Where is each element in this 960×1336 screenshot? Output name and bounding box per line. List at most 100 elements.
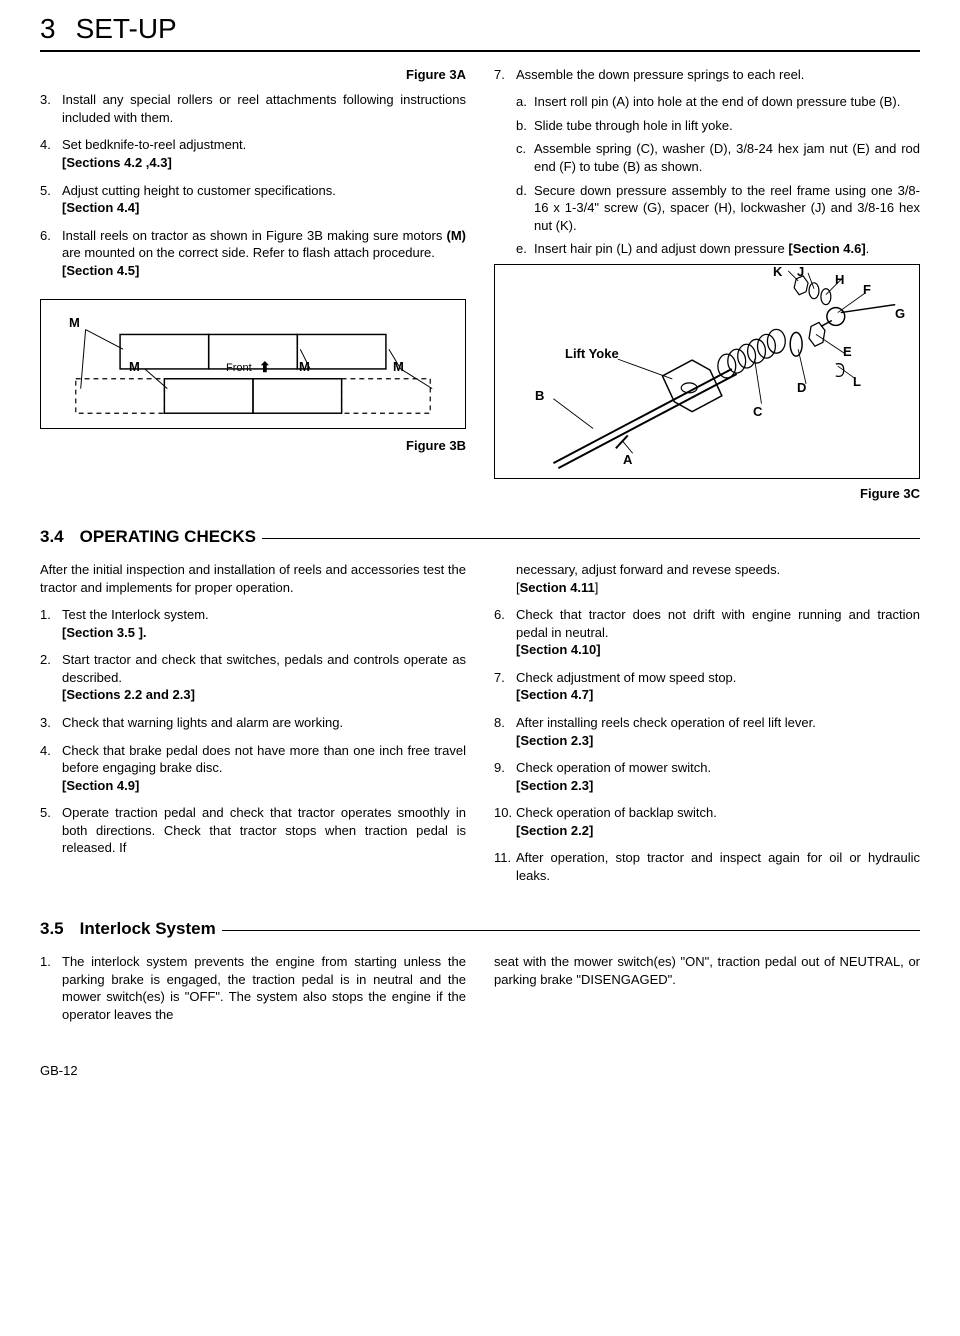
step-7b: b. Slide tube through hole in lift yoke.: [516, 117, 920, 135]
num: 9.: [494, 759, 516, 794]
sub-ref: [Section 4.6]: [788, 241, 865, 256]
sub-num: c.: [516, 140, 534, 175]
chapter-header: 3 SET-UP: [40, 10, 920, 52]
step-4: 4. Set bedknife-to-reel adjustment. [Sec…: [40, 136, 466, 171]
txt: After operation, stop tractor and inspec…: [516, 849, 920, 884]
sub-text: Assemble spring (C), washer (D), 3/8-24 …: [534, 140, 920, 175]
figure-3c-diagram: K J H F G E L D C B A Lift Yoke: [494, 264, 920, 479]
step-5: 5. Adjust cutting height to customer spe…: [40, 182, 466, 217]
txt: Operate traction pedal and check that tr…: [62, 804, 466, 857]
step-num: 3.: [40, 91, 62, 126]
txt: Check that warning lights and alarm are …: [62, 714, 466, 732]
step-6: 6. Install reels on tractor as shown in …: [40, 227, 466, 280]
check-2: 2. Start tractor and check that switches…: [40, 651, 466, 704]
num: 8.: [494, 714, 516, 749]
fig3c-F: F: [863, 281, 871, 299]
figure-3a-label: Figure 3A: [40, 66, 466, 84]
fig3c-K: K: [773, 264, 782, 281]
fig3b-M2: M: [129, 358, 140, 376]
check-8: 8. After installing reels check operatio…: [494, 714, 920, 749]
setup-columns: Figure 3A 3. Install any special rollers…: [40, 66, 920, 502]
fig3b-M3: M: [299, 358, 310, 376]
fig3c-J: J: [797, 264, 804, 281]
check-1: 1. Test the Interlock system. [Section 3…: [40, 606, 466, 641]
heading-rule: [222, 930, 920, 931]
check-7: 7. Check adjustment of mow speed stop. […: [494, 669, 920, 704]
ref: [Section 2.3]: [516, 733, 593, 748]
page-footer: GB-12: [40, 1062, 920, 1080]
body: Check operation of backlap switch.: [516, 805, 717, 820]
step-text: Install reels on tractor as shown in Fig…: [62, 227, 466, 280]
step-num: 5.: [40, 182, 62, 217]
sub-num: e.: [516, 240, 534, 258]
sec35-list: 1. The interlock system prevents the eng…: [40, 953, 466, 1023]
sub-text: Secure down pressure assembly to the ree…: [534, 182, 920, 235]
step-body: Adjust cutting height to customer specif…: [62, 183, 336, 198]
fig3c-lift-yoke: Lift Yoke: [565, 345, 619, 363]
step-7-sublist: a. Insert roll pin (A) into hole at the …: [516, 93, 920, 257]
step-text: Assemble the down pressure springs to ea…: [516, 66, 920, 84]
num: 4.: [40, 742, 62, 795]
step-ref: [Sections 4.2 ,4.3]: [62, 155, 172, 170]
sec35-right: seat with the mower switch(es) "ON", tra…: [494, 953, 920, 1033]
figure-3b-label: Figure 3B: [40, 437, 466, 455]
section-num: 3.4: [40, 526, 64, 549]
num: 10.: [494, 804, 516, 839]
fig3c-D: D: [797, 379, 806, 397]
chapter-title: SET-UP: [76, 10, 177, 48]
body: Check that tractor does not drift with e…: [516, 607, 920, 640]
sub-text: Insert hair pin (L) and adjust down pres…: [534, 240, 920, 258]
sub-text: Insert roll pin (A) into hole at the end…: [534, 93, 920, 111]
sec34-intro: After the initial inspection and install…: [40, 561, 466, 596]
step-body: Set bedknife-to-reel adjustment.: [62, 137, 246, 152]
step-text: Set bedknife-to-reel adjustment. [Sectio…: [62, 136, 466, 171]
sub-num: b.: [516, 117, 534, 135]
txt: Check that tractor does not drift with e…: [516, 606, 920, 659]
num: 1.: [40, 953, 62, 1023]
sec35-columns: 1. The interlock system prevents the eng…: [40, 953, 920, 1033]
fig3c-H: H: [835, 271, 844, 289]
body: Start tractor and check that switches, p…: [62, 652, 466, 685]
body: After installing reels check operation o…: [516, 715, 816, 730]
sec34-columns: After the initial inspection and install…: [40, 561, 920, 894]
sub-text: Slide tube through hole in lift yoke.: [534, 117, 920, 135]
section-num: 3.5: [40, 918, 64, 941]
check-5: 5. Operate traction pedal and check that…: [40, 804, 466, 857]
check-5-cont: necessary, adjust forward and revese spe…: [516, 561, 920, 596]
step-ref: [Section 4.4]: [62, 200, 139, 215]
fig3c-G: G: [895, 305, 905, 323]
fig3c-C: C: [753, 403, 762, 421]
chapter-number: 3: [40, 10, 56, 48]
check-11: 11. After operation, stop tractor and in…: [494, 849, 920, 884]
interlock-cont: seat with the mower switch(es) "ON", tra…: [494, 953, 920, 988]
sec35-left: 1. The interlock system prevents the eng…: [40, 953, 466, 1033]
ref: [Section 2.3]: [516, 778, 593, 793]
section-title: Interlock System: [80, 918, 216, 941]
txt: Check operation of backlap switch. [Sect…: [516, 804, 920, 839]
sec34-right-list: 6. Check that tractor does not drift wit…: [494, 606, 920, 884]
fig3c-A: A: [623, 451, 632, 469]
step-num: 6.: [40, 227, 62, 280]
txt: Check adjustment of mow speed stop. [Sec…: [516, 669, 920, 704]
num: 5.: [40, 804, 62, 857]
step-7c: c. Assemble spring (C), washer (D), 3/8-…: [516, 140, 920, 175]
step-text: Adjust cutting height to customer specif…: [62, 182, 466, 217]
txt: Test the Interlock system. [Section 3.5 …: [62, 606, 466, 641]
sub-body: Insert hair pin (L) and adjust down pres…: [534, 241, 788, 256]
num: 1.: [40, 606, 62, 641]
figure-3b-diagram: M M M M Front ⬆: [40, 299, 466, 429]
ref: [Section 4.9]: [62, 778, 139, 793]
setup-left-col: Figure 3A 3. Install any special rollers…: [40, 66, 466, 502]
sec34-right: necessary, adjust forward and revese spe…: [494, 561, 920, 894]
num: 7.: [494, 669, 516, 704]
section-3-5-heading: 3.5 Interlock System: [40, 918, 920, 941]
ref: [Section 3.5 ].: [62, 625, 147, 640]
num: 6.: [494, 606, 516, 659]
setup-steps-left: 3. Install any special rollers or reel a…: [40, 91, 466, 279]
body: necessary, adjust forward and revese spe…: [516, 562, 780, 577]
check-4: 4. Check that brake pedal does not have …: [40, 742, 466, 795]
ref: [Section 2.2]: [516, 823, 593, 838]
section-3-4-heading: 3.4 OPERATING CHECKS: [40, 526, 920, 549]
sub-num: a.: [516, 93, 534, 111]
check-9: 9. Check operation of mower switch. [Sec…: [494, 759, 920, 794]
